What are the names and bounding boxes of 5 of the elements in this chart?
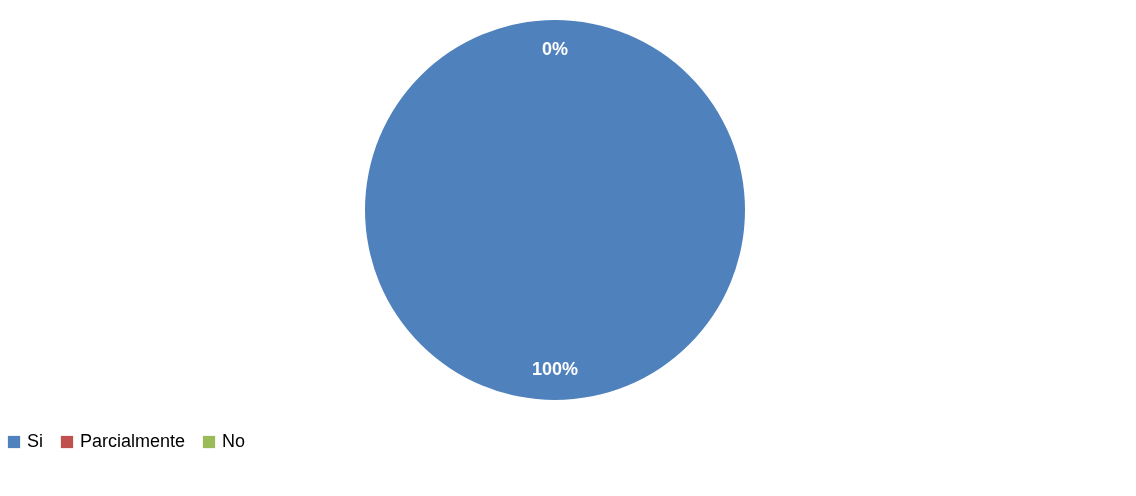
legend-label: Si (27, 431, 44, 451)
legend-label: No (222, 431, 246, 451)
text: 0% (541, 39, 569, 59)
legend-label: Parcialmente (80, 431, 186, 451)
data-label: 100% (531, 359, 579, 379)
